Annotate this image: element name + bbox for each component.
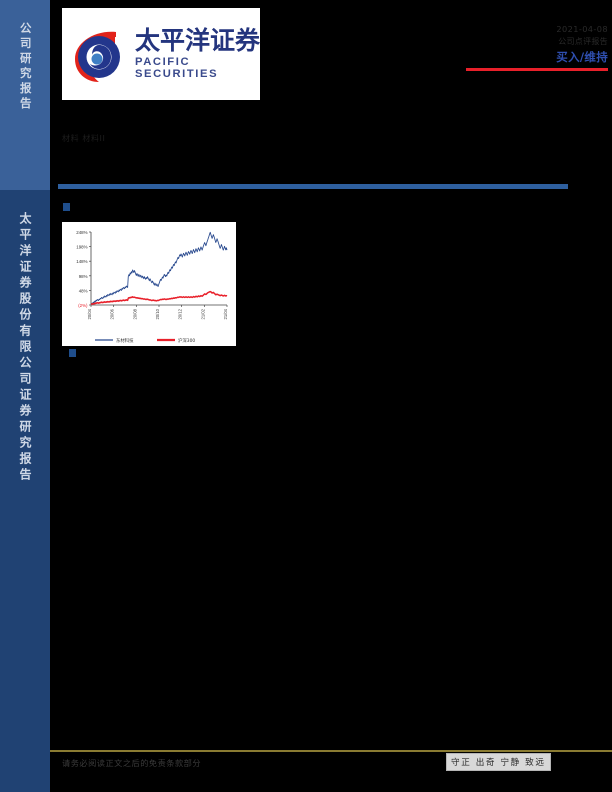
svg-text:20/04: 20/04 — [87, 308, 92, 319]
chart-svg: 248% 198% 148% 98% 48% (2%)20/04 20/06 20/08 20/… — [76, 230, 228, 344]
svg-text:(2%): (2%) — [78, 303, 88, 308]
sidebar-band-top: 公司研究报告 — [0, 0, 50, 190]
company-logo: 太平洋证券 PACIFIC SECURITIES — [62, 8, 260, 100]
price-performance-chart: 248% 198% 148% 98% 48% (2%) 20/04 20/06 20/08 20/… — [62, 222, 236, 346]
chart-inner: 248% 198% 148% 98% 48% (2%) 20/04 20/06 20/08 20/… — [65, 227, 232, 344]
footer-slogan: 守正 出奇 宁静 致远 — [446, 753, 551, 771]
svg-text:东材科技: 东材科技 — [116, 337, 134, 344]
page-body: 太平洋证券 PACIFIC SECURITIES 2021-04-08 公司点评… — [50, 0, 612, 792]
sidebar: 公司研究报告 太平洋证券股份有限公司证券研究报告 — [0, 0, 50, 792]
rating-badge: 买入/维持 — [556, 49, 608, 64]
svg-text:沪深300: 沪深300 — [178, 337, 195, 344]
rating-underline — [466, 67, 608, 71]
svg-text:20/12: 20/12 — [178, 308, 183, 319]
sidebar-label-company-research: 公司研究报告 — [18, 22, 33, 112]
header-divider — [58, 184, 568, 189]
svg-text:198%: 198% — [76, 245, 87, 250]
section-bullet-marker — [69, 349, 76, 357]
sector-breadcrumb: 材料 材料II — [62, 134, 106, 143]
svg-text:21/04: 21/04 — [223, 308, 228, 319]
footer-disclaimer: 请务必阅读正文之后的免责条款部分 — [62, 758, 202, 768]
svg-text:20/10: 20/10 — [155, 308, 160, 319]
svg-text:98%: 98% — [79, 274, 88, 279]
svg-text:148%: 148% — [76, 259, 87, 264]
logo-spiral-icon — [75, 31, 120, 82]
report-type: 公司点评报告 — [558, 36, 608, 46]
logo-chinese-name: 太平洋证券 — [135, 26, 261, 56]
header-meta-block: 2021-04-08 公司点评报告 买入/维持 — [428, 24, 608, 71]
report-date: 2021-04-08 — [556, 24, 608, 34]
logo-english-name: PACIFIC SECURITIES — [135, 55, 219, 80]
svg-text:248%: 248% — [76, 230, 87, 235]
svg-text:20/06: 20/06 — [110, 308, 115, 319]
section-bullet-marker — [63, 203, 70, 211]
sidebar-label-firm-research: 太平洋证券股份有限公司证券研究报告 — [18, 212, 32, 484]
svg-text:20/08: 20/08 — [132, 308, 137, 319]
pacific-securities-mark-icon — [68, 23, 130, 85]
svg-text:21/02: 21/02 — [200, 308, 205, 319]
logo-wordmark: 太平洋证券 PACIFIC SECURITIES — [135, 26, 261, 80]
svg-text:48%: 48% — [79, 288, 88, 293]
sidebar-band-bottom: 太平洋证券股份有限公司证券研究报告 — [0, 190, 50, 792]
footer-divider — [50, 750, 612, 752]
